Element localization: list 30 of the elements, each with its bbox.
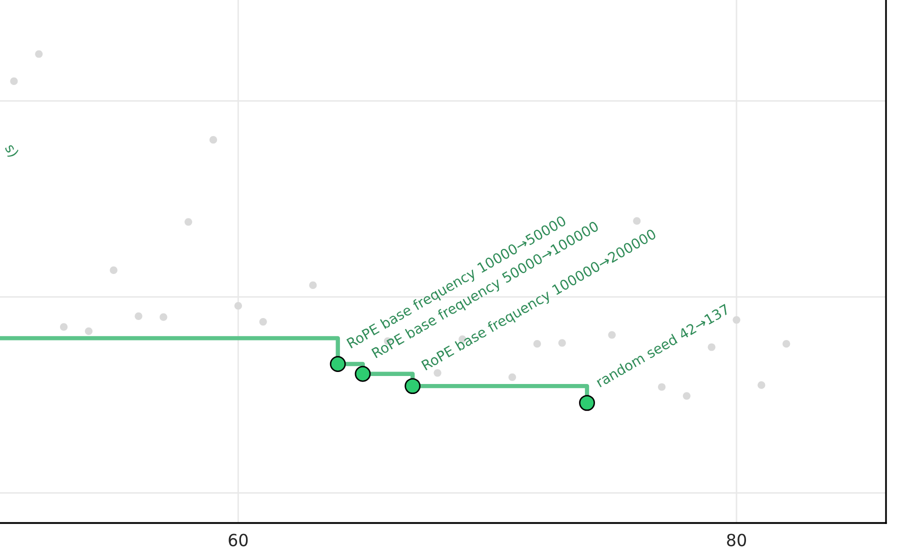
point — [259, 318, 267, 326]
point — [608, 331, 616, 339]
point — [60, 323, 68, 331]
point — [354, 366, 371, 382]
point — [330, 356, 346, 372]
point — [533, 340, 541, 348]
point — [732, 316, 740, 324]
point — [234, 302, 242, 310]
point — [184, 218, 192, 226]
point — [35, 50, 43, 58]
point — [134, 312, 142, 320]
point — [758, 381, 766, 389]
point — [84, 327, 93, 335]
point — [110, 266, 118, 274]
point — [558, 339, 566, 347]
x-tick-label: 80 — [727, 534, 746, 546]
point — [160, 313, 168, 321]
point — [682, 392, 690, 400]
point — [209, 136, 218, 144]
point — [10, 77, 18, 86]
point — [404, 378, 421, 394]
x-tick-label: 60 — [228, 534, 248, 546]
point — [782, 340, 790, 348]
point — [708, 343, 716, 351]
point — [658, 383, 666, 391]
point — [508, 373, 516, 381]
point — [579, 394, 595, 411]
point — [309, 281, 317, 290]
annotation: s) — [3, 142, 20, 158]
point — [633, 217, 641, 225]
